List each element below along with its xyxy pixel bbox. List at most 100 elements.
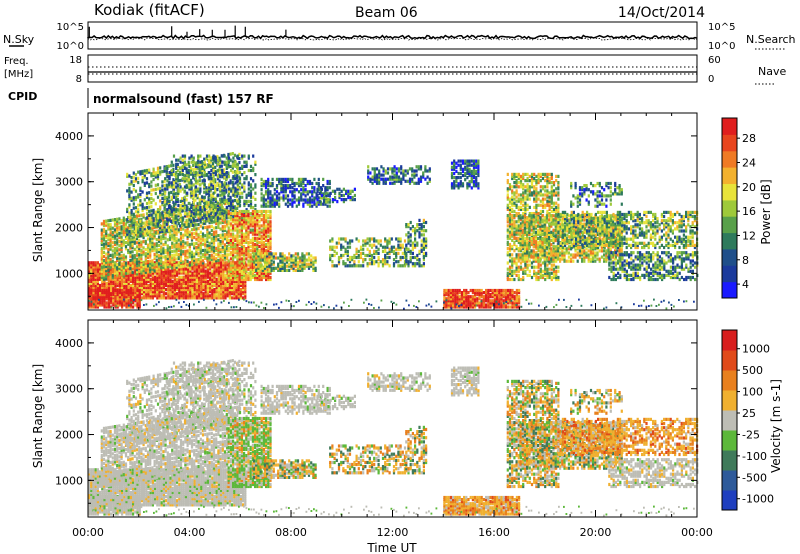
power-cell [166, 208, 169, 212]
power-cell [162, 273, 165, 277]
power-cell [252, 260, 256, 264]
power-cell [254, 173, 257, 177]
power-cell [216, 175, 220, 179]
power-cell [331, 260, 334, 264]
power-cell [149, 296, 152, 300]
power-cell [200, 275, 203, 279]
power-cell [188, 201, 191, 206]
power-cell [153, 236, 156, 240]
power-cell [284, 194, 287, 198]
power-cell [132, 218, 135, 223]
power-cell [105, 271, 108, 275]
power-cell [162, 275, 165, 279]
power-cell [171, 263, 174, 267]
power-cell [143, 181, 146, 185]
power-cell [201, 248, 205, 253]
power-cell [110, 283, 113, 288]
power-cell [198, 275, 201, 279]
power-cell [193, 277, 196, 281]
power-cell [100, 249, 103, 253]
power-cell [244, 290, 247, 294]
power-cell [172, 208, 176, 212]
power-cell [307, 252, 311, 256]
power-cell [168, 256, 172, 260]
power-cell [194, 185, 198, 189]
power-cell [171, 254, 174, 258]
power-cell [88, 285, 91, 290]
power-cell [128, 223, 131, 228]
power-cell [179, 260, 183, 264]
power-cell [189, 279, 192, 283]
power-cell [92, 279, 95, 283]
power-cell [140, 273, 143, 277]
power-cell [223, 214, 226, 218]
power-cell [92, 275, 95, 279]
power-cell [111, 269, 114, 274]
power-cell [157, 250, 161, 254]
power-cell [183, 166, 187, 170]
power-cell [242, 292, 245, 296]
power-cell [151, 290, 154, 294]
power-cell [112, 301, 115, 305]
power-cell [112, 291, 115, 295]
power-cell [262, 209, 265, 214]
power-cell [107, 241, 110, 245]
power-cell [221, 225, 224, 229]
power-cell [221, 175, 224, 179]
power-cell [168, 248, 172, 252]
power-cell [148, 209, 151, 213]
power-cell [146, 253, 150, 257]
power-cell [249, 216, 252, 220]
power-cell [183, 177, 187, 181]
power-cell [149, 277, 152, 281]
power-cell [171, 237, 174, 241]
power-cell [229, 164, 232, 168]
power-cell [252, 252, 256, 256]
power-cell [151, 277, 154, 281]
power-cell [234, 242, 237, 247]
power-cell [154, 288, 157, 292]
power-cell [223, 154, 226, 158]
power-cell [345, 198, 348, 202]
power-cell [160, 253, 163, 257]
power-cell [136, 305, 139, 309]
power-cell [170, 164, 173, 168]
power-cell [145, 168, 149, 173]
power-cell [132, 295, 135, 299]
power-cell [131, 217, 134, 221]
power-cell [217, 290, 220, 294]
power-cell [168, 233, 172, 237]
power-cell [124, 236, 128, 240]
power-cell [160, 285, 163, 290]
power-cell [322, 184, 325, 188]
power-cell [194, 162, 198, 166]
power-cell [209, 261, 212, 265]
power-cell [124, 218, 128, 222]
power-cell [142, 234, 145, 238]
power-cell [273, 192, 276, 196]
power-cell [190, 181, 193, 185]
power-cell [342, 245, 345, 249]
power-cell [208, 241, 211, 245]
power-cell [100, 222, 103, 226]
power-cell [197, 239, 200, 243]
power-cell [131, 235, 134, 239]
power-cell [138, 297, 141, 301]
power-cell [92, 285, 95, 290]
power-cell [109, 260, 112, 264]
power-cell [138, 255, 141, 259]
power-cell [211, 162, 215, 166]
power-cell [190, 223, 194, 228]
power-cell [169, 275, 172, 279]
power-cell [347, 189, 350, 193]
power-cell [159, 205, 162, 209]
power-cell [242, 279, 245, 283]
power-cell [251, 236, 254, 240]
power-cell [325, 191, 328, 195]
power-cell [242, 285, 245, 290]
power-cell [202, 273, 205, 277]
power-cell [158, 296, 161, 300]
power-cell [179, 250, 183, 254]
power-cell [190, 215, 194, 219]
power-cell [144, 217, 147, 221]
